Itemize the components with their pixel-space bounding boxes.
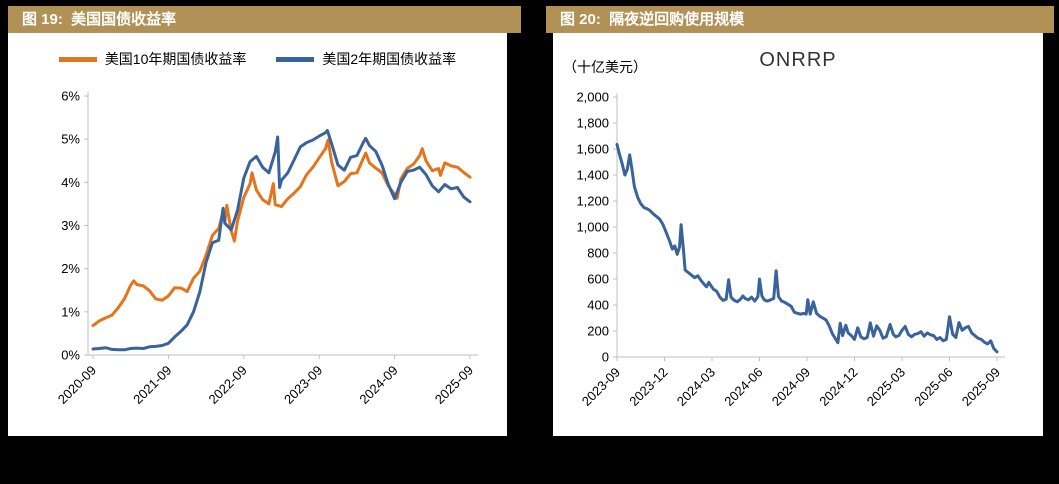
y-axis-unit-label: （十亿美元） xyxy=(563,59,647,75)
x-tick-label: 2023-09 xyxy=(579,365,623,409)
y-tick-label: 400 xyxy=(587,298,609,313)
legend-label-2y: 美国2年期国债收益率 xyxy=(322,51,457,67)
figure19-panel: 美国10年期国债收益率 美国2年期国债收益率 0% 1% 2% 3% 4% 5% 6% 202… xyxy=(8,33,507,436)
y-tick-label: 0% xyxy=(61,348,80,363)
y-tick-label: 1% xyxy=(61,304,80,319)
figure19-header: 图 19: 美国国债收益率 xyxy=(8,6,521,33)
y-tick-label: 1,600 xyxy=(576,142,609,157)
x-tick-label: 2024-12 xyxy=(816,365,860,409)
legend-label-10y: 美国10年期国债收益率 xyxy=(104,51,247,67)
x-tick-label: 2025-09 xyxy=(959,365,1003,409)
y-tick-label: 1,400 xyxy=(576,168,609,183)
x-tick-label: 2024-09 xyxy=(769,365,813,409)
legend-line-swatch-blue xyxy=(276,56,315,62)
onrrp-line-chart: 0 200 400 600 800 1,000 1,200 1,400 1,600 1,800 2,… xyxy=(576,90,1005,409)
chart-title-onrrp: ONRRP xyxy=(759,49,837,71)
x-tick-label: 2025-06 xyxy=(911,365,955,409)
y-tick-label: 3% xyxy=(61,218,80,233)
series-line-0 xyxy=(91,138,472,328)
y-tick-label: 4% xyxy=(61,175,80,190)
y-tick-label: 2,000 xyxy=(576,90,609,105)
y-tick-label: 0 xyxy=(602,350,609,365)
y-tick-label: 5% xyxy=(61,132,80,147)
y-tick-label: 800 xyxy=(587,246,609,261)
series-line-1 xyxy=(91,129,472,352)
x-tick-label: 2025-03 xyxy=(864,365,908,409)
y-tick-label: 200 xyxy=(587,324,609,339)
x-tick-label: 2022-09 xyxy=(206,363,250,407)
legend-item-2y: 美国2年期国债收益率 xyxy=(276,49,456,69)
series-line-0 xyxy=(615,142,999,354)
figure19-legend: 美国10年期国债收益率 美国2年期国债收益率 xyxy=(8,49,507,69)
y-tick-label: 2% xyxy=(61,261,80,276)
y-tick-label: 1,200 xyxy=(576,194,609,209)
x-tick-label: 2021-09 xyxy=(130,363,174,407)
y-tick-label: 6% xyxy=(61,89,80,104)
x-tick-label: 2024-09 xyxy=(356,363,400,407)
x-tick-label: 2023-09 xyxy=(281,363,325,407)
treasury-yield-line-chart: 0% 1% 2% 3% 4% 5% 6% 2020-09 2021-09 2022-09 2023-… xyxy=(55,89,478,407)
y-tick-label: 1,800 xyxy=(576,116,609,131)
y-tick-label: 600 xyxy=(587,272,609,287)
legend-line-swatch-orange xyxy=(58,56,97,62)
y-tick-label: 1,000 xyxy=(576,220,609,235)
figure20-panel: （十亿美元） ONRRP 0 200 400 600 800 1,000 1,200 1,40… xyxy=(553,33,1043,436)
figure20-header: 图 20: 隔夜逆回购使用规模 xyxy=(546,6,1054,33)
x-tick-label: 2023-12 xyxy=(626,365,670,409)
x-tick-label: 2025-09 xyxy=(432,363,476,407)
legend-item-10y: 美国10年期国债收益率 xyxy=(58,49,247,69)
x-tick-label: 2024-03 xyxy=(674,365,718,409)
x-tick-label: 2024-06 xyxy=(721,365,765,409)
x-tick-label: 2020-09 xyxy=(55,363,99,407)
